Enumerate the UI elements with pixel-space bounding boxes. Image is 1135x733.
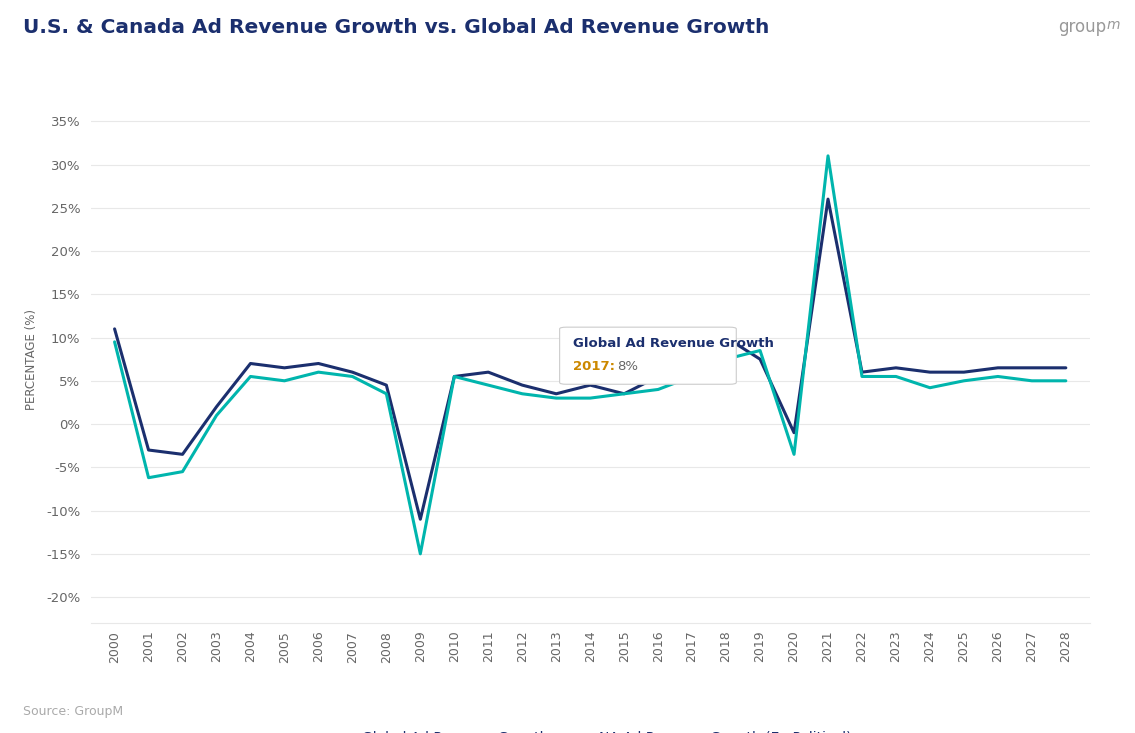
Legend: Global Ad Revenue Growth, NA Ad Revenue Growth (Ex-Political): Global Ad Revenue Growth, NA Ad Revenue … bbox=[323, 725, 857, 733]
Text: Global Ad Revenue Growth: Global Ad Revenue Growth bbox=[573, 336, 774, 350]
FancyBboxPatch shape bbox=[560, 327, 737, 384]
Text: 2017:: 2017: bbox=[573, 361, 620, 373]
Text: m: m bbox=[1107, 18, 1120, 32]
Y-axis label: PERCENTAGE (%): PERCENTAGE (%) bbox=[25, 309, 37, 410]
Text: Source: GroupM: Source: GroupM bbox=[23, 705, 123, 718]
Text: U.S. & Canada Ad Revenue Growth vs. Global Ad Revenue Growth: U.S. & Canada Ad Revenue Growth vs. Glob… bbox=[23, 18, 770, 37]
Text: 8%: 8% bbox=[617, 361, 638, 373]
Text: group: group bbox=[1059, 18, 1107, 37]
